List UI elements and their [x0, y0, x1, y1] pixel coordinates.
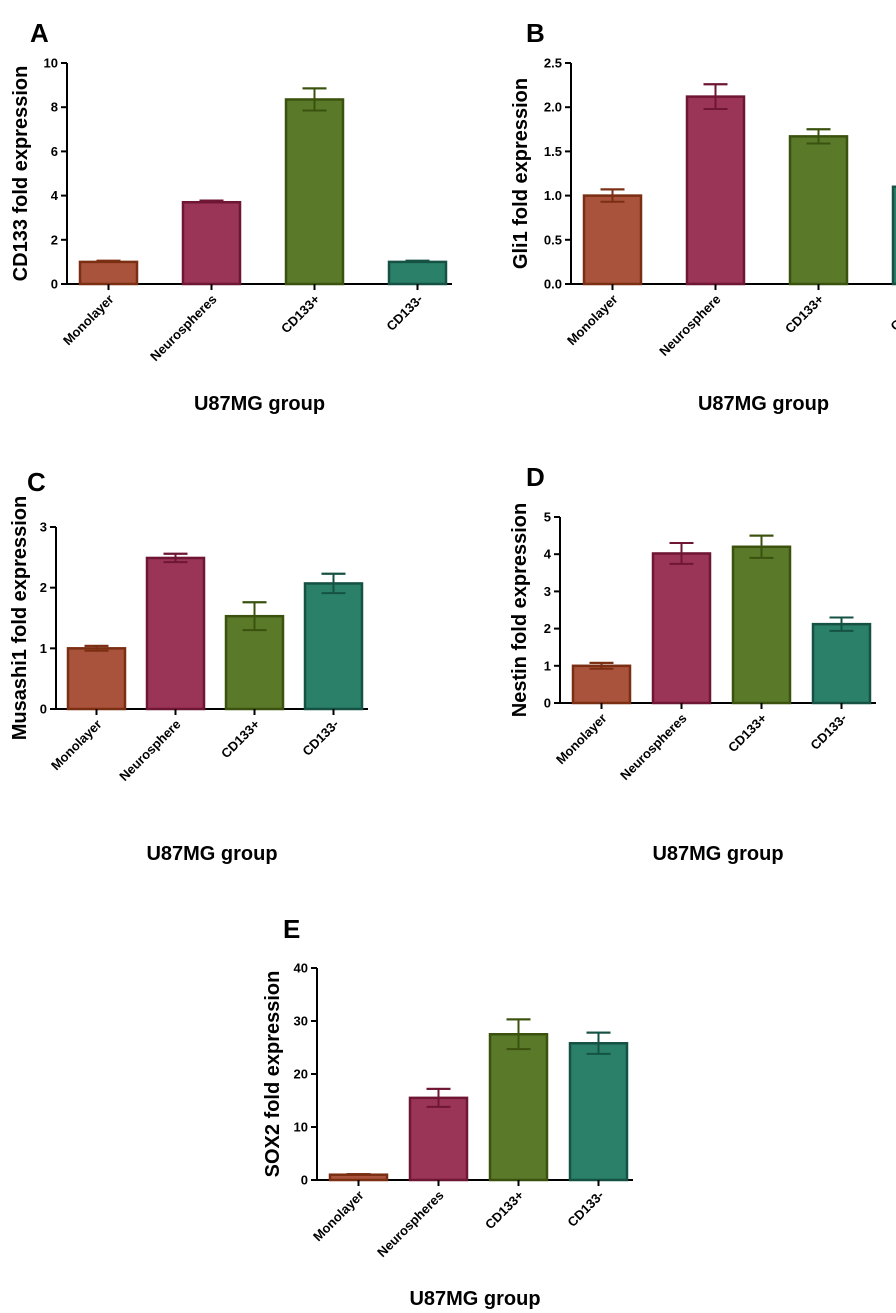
bar [387, 260, 448, 286]
panel-letter: E [283, 914, 300, 944]
y-tick-label: 0 [301, 1173, 308, 1188]
category-label: CD133+ [218, 716, 263, 761]
category-label: Neurospheres [374, 1188, 446, 1260]
category-label: Neurosphere [656, 292, 723, 359]
y-axis-label: CD133 fold expression [10, 66, 32, 282]
category-label: CD133- [299, 717, 341, 759]
x-axis-label: U87MG group [652, 843, 783, 865]
bar [568, 1042, 629, 1182]
category-label: CD133+ [482, 1187, 527, 1232]
y-tick-label: 2 [544, 621, 551, 636]
bar [685, 95, 746, 286]
bar [891, 185, 896, 286]
category-label: CD133- [564, 1188, 606, 1230]
y-tick-label: 1 [40, 641, 47, 656]
y-tick-label: 2.0 [544, 100, 562, 115]
y-tick-label: 1.0 [544, 188, 562, 203]
y-tick-label: 0 [40, 702, 47, 717]
y-tick-label: 20 [294, 1067, 308, 1082]
bar [66, 647, 127, 711]
category-label: Neurospheres [147, 292, 219, 364]
category-label: Neurosphere [116, 717, 183, 784]
y-tick-label: 2 [40, 580, 47, 595]
y-tick-label: 5 [544, 510, 551, 525]
category-label: Monolayer [60, 292, 117, 349]
bar [303, 582, 364, 711]
y-tick-label: 4 [51, 188, 59, 203]
bar [788, 135, 849, 286]
category-label: CD133- [887, 292, 896, 334]
category-label: CD133+ [782, 291, 827, 336]
bar [488, 1033, 549, 1182]
x-axis-label: U87MG group [409, 1288, 540, 1310]
y-tick-label: 10 [44, 56, 58, 71]
y-tick-label: 0 [544, 696, 551, 711]
y-tick-label: 0 [51, 277, 58, 292]
category-label: Monolayer [553, 711, 610, 768]
category-label: CD133- [807, 711, 849, 753]
y-axis-label: Musashi1 fold expression [9, 496, 31, 741]
panel-letter: C [27, 467, 46, 497]
x-axis-label: U87MG group [698, 393, 829, 415]
y-tick-label: 0.0 [544, 277, 562, 292]
category-label: CD133- [383, 292, 425, 334]
category-label: CD133+ [278, 291, 323, 336]
y-axis-label: Gli1 fold expression [510, 78, 532, 269]
category-label: Monolayer [48, 717, 105, 774]
y-tick-label: 30 [294, 1014, 308, 1029]
y-tick-label: 40 [294, 961, 308, 976]
chart-panel-d: D 0 1 2 3 4 5 Nestin fold expression Monolayer Ne… [509, 462, 876, 865]
y-tick-label: 1.5 [544, 144, 562, 159]
y-tick-label: 3 [544, 584, 551, 599]
bar [582, 194, 643, 286]
chart-panel-e: E 0 10 20 30 40 SOX2 fold expression Monolayer N… [262, 914, 633, 1310]
bar [181, 200, 242, 286]
x-axis-label: U87MG group [146, 843, 277, 865]
y-tick-label: 2.5 [544, 56, 562, 71]
bar [651, 552, 712, 705]
panel-letter: D [526, 462, 545, 492]
y-tick-label: 1 [544, 658, 551, 673]
y-axis-label: SOX2 fold expression [262, 971, 284, 1178]
panel-letter: B [526, 18, 545, 48]
category-label: Monolayer [564, 292, 621, 349]
y-tick-label: 3 [40, 520, 47, 535]
bar [284, 98, 345, 286]
chart-panel-a: A 0 2 4 6 8 10 CD133 fold expression Monolayer Ne… [10, 18, 452, 415]
y-tick-label: 6 [51, 144, 58, 159]
chart-panel-b: B 0.0 0.5 1.0 1.5 2.0 2.5 Gli1 fold expression M… [510, 18, 896, 415]
x-axis-label: U87MG group [194, 393, 325, 415]
bar [328, 1173, 389, 1182]
y-tick-label: 8 [51, 100, 58, 115]
bar [811, 622, 872, 705]
bar [571, 664, 632, 705]
bar [731, 545, 792, 705]
y-tick-label: 4 [544, 547, 552, 562]
bar [78, 260, 139, 286]
y-tick-label: 10 [294, 1120, 308, 1135]
category-label: Neurospheres [617, 711, 689, 783]
chart-panel-c: C 0 1 2 3 Musashi1 fold expression Monolayer Ne… [9, 467, 368, 865]
category-label: Monolayer [310, 1188, 367, 1245]
y-axis-label: Nestin fold expression [509, 503, 531, 718]
y-tick-label: 2 [51, 232, 58, 247]
y-tick-label: 0.5 [544, 232, 562, 247]
bar [408, 1096, 469, 1182]
bar [145, 556, 206, 711]
panel-letter: A [30, 18, 49, 48]
category-label: CD133+ [725, 710, 770, 755]
